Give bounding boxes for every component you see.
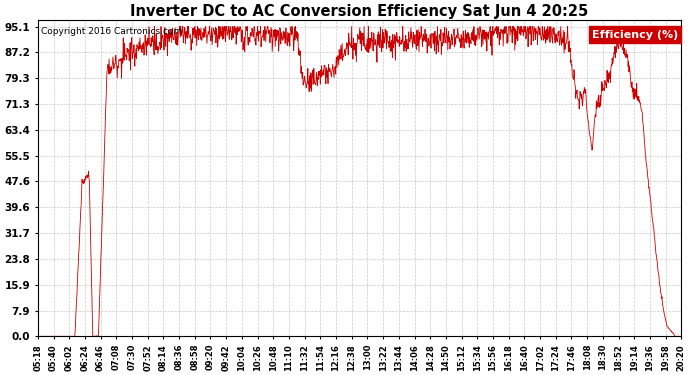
Text: Efficiency (%): Efficiency (%) [592, 30, 678, 40]
Title: Inverter DC to AC Conversion Efficiency Sat Jun 4 20:25: Inverter DC to AC Conversion Efficiency … [130, 4, 589, 19]
Text: Copyright 2016 Cartronics.com: Copyright 2016 Cartronics.com [41, 27, 182, 36]
